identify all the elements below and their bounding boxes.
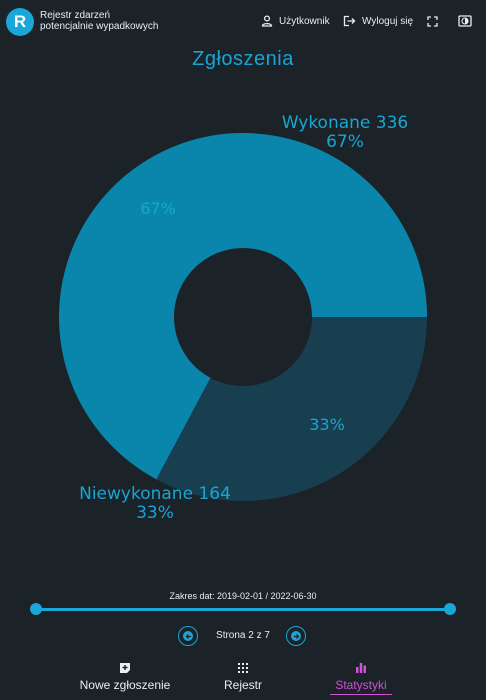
nav-registry-label: Rejestr: [224, 678, 262, 692]
header: R Rejestr zdarzeń potencjalnie wypadkowy…: [0, 0, 486, 44]
app-title-line-2: potencjalnie wypadkowych: [40, 21, 158, 32]
logout-button[interactable]: Wyloguj się: [343, 13, 413, 29]
fullscreen-icon: [427, 16, 438, 27]
donut-slice-niewykonane[interactable]: [156, 317, 427, 501]
arrow-right-icon: [293, 633, 300, 640]
outer-label-wykonane-percent: 67%: [326, 132, 364, 152]
bottom-nav: Nowe zgłoszenie Rejestr Statystyki: [0, 662, 486, 700]
logout-label: Wyloguj się: [362, 16, 413, 27]
user-icon: [261, 15, 273, 27]
app-title-line-1: Rejestr zdarzeń: [40, 10, 158, 21]
date-range-track[interactable]: [36, 608, 450, 611]
nav-new-report[interactable]: Nowe zgłoszenie: [75, 662, 175, 694]
grid-icon: [237, 662, 249, 674]
slice-percent-label-niewykonane: 33%: [309, 415, 345, 434]
active-tab-underline: [330, 694, 392, 695]
nav-new-report-label: Nowe zgłoszenie: [80, 678, 171, 692]
contrast-icon: [458, 15, 472, 27]
bar-chart-icon: [355, 662, 367, 674]
pager: Strona 2 z 7: [0, 626, 486, 650]
contrast-button[interactable]: [458, 13, 478, 29]
outer-label-wykonane: Wykonane 336: [282, 113, 409, 133]
logout-icon: [343, 15, 356, 27]
date-range-label: Zakres dat: 2019-02-01 / 2022-06-30: [0, 591, 486, 601]
date-range-end-handle[interactable]: [444, 603, 456, 615]
app-title: Rejestr zdarzeń potencjalnie wypadkowych: [40, 10, 158, 32]
user-button[interactable]: Użytkownik: [261, 13, 330, 29]
nav-registry[interactable]: Rejestr: [213, 662, 273, 694]
add-note-icon: [119, 662, 131, 674]
page-indicator: Strona 2 z 7: [0, 630, 486, 641]
nav-statistics-label: Statystyki: [335, 678, 386, 692]
outer-label-niewykonane: Niewykonane 164: [79, 484, 231, 504]
page-title: Zgłoszenia: [0, 48, 486, 71]
next-page-button[interactable]: [286, 626, 306, 646]
app-logo[interactable]: R: [6, 8, 34, 36]
fullscreen-button[interactable]: [427, 13, 444, 29]
user-label: Użytkownik: [279, 16, 330, 27]
slice-percent-label-wykonane: 67%: [140, 199, 176, 218]
date-range-start-handle[interactable]: [30, 603, 42, 615]
nav-statistics[interactable]: Statystyki: [330, 662, 392, 694]
outer-label-niewykonane-percent: 33%: [136, 503, 174, 523]
